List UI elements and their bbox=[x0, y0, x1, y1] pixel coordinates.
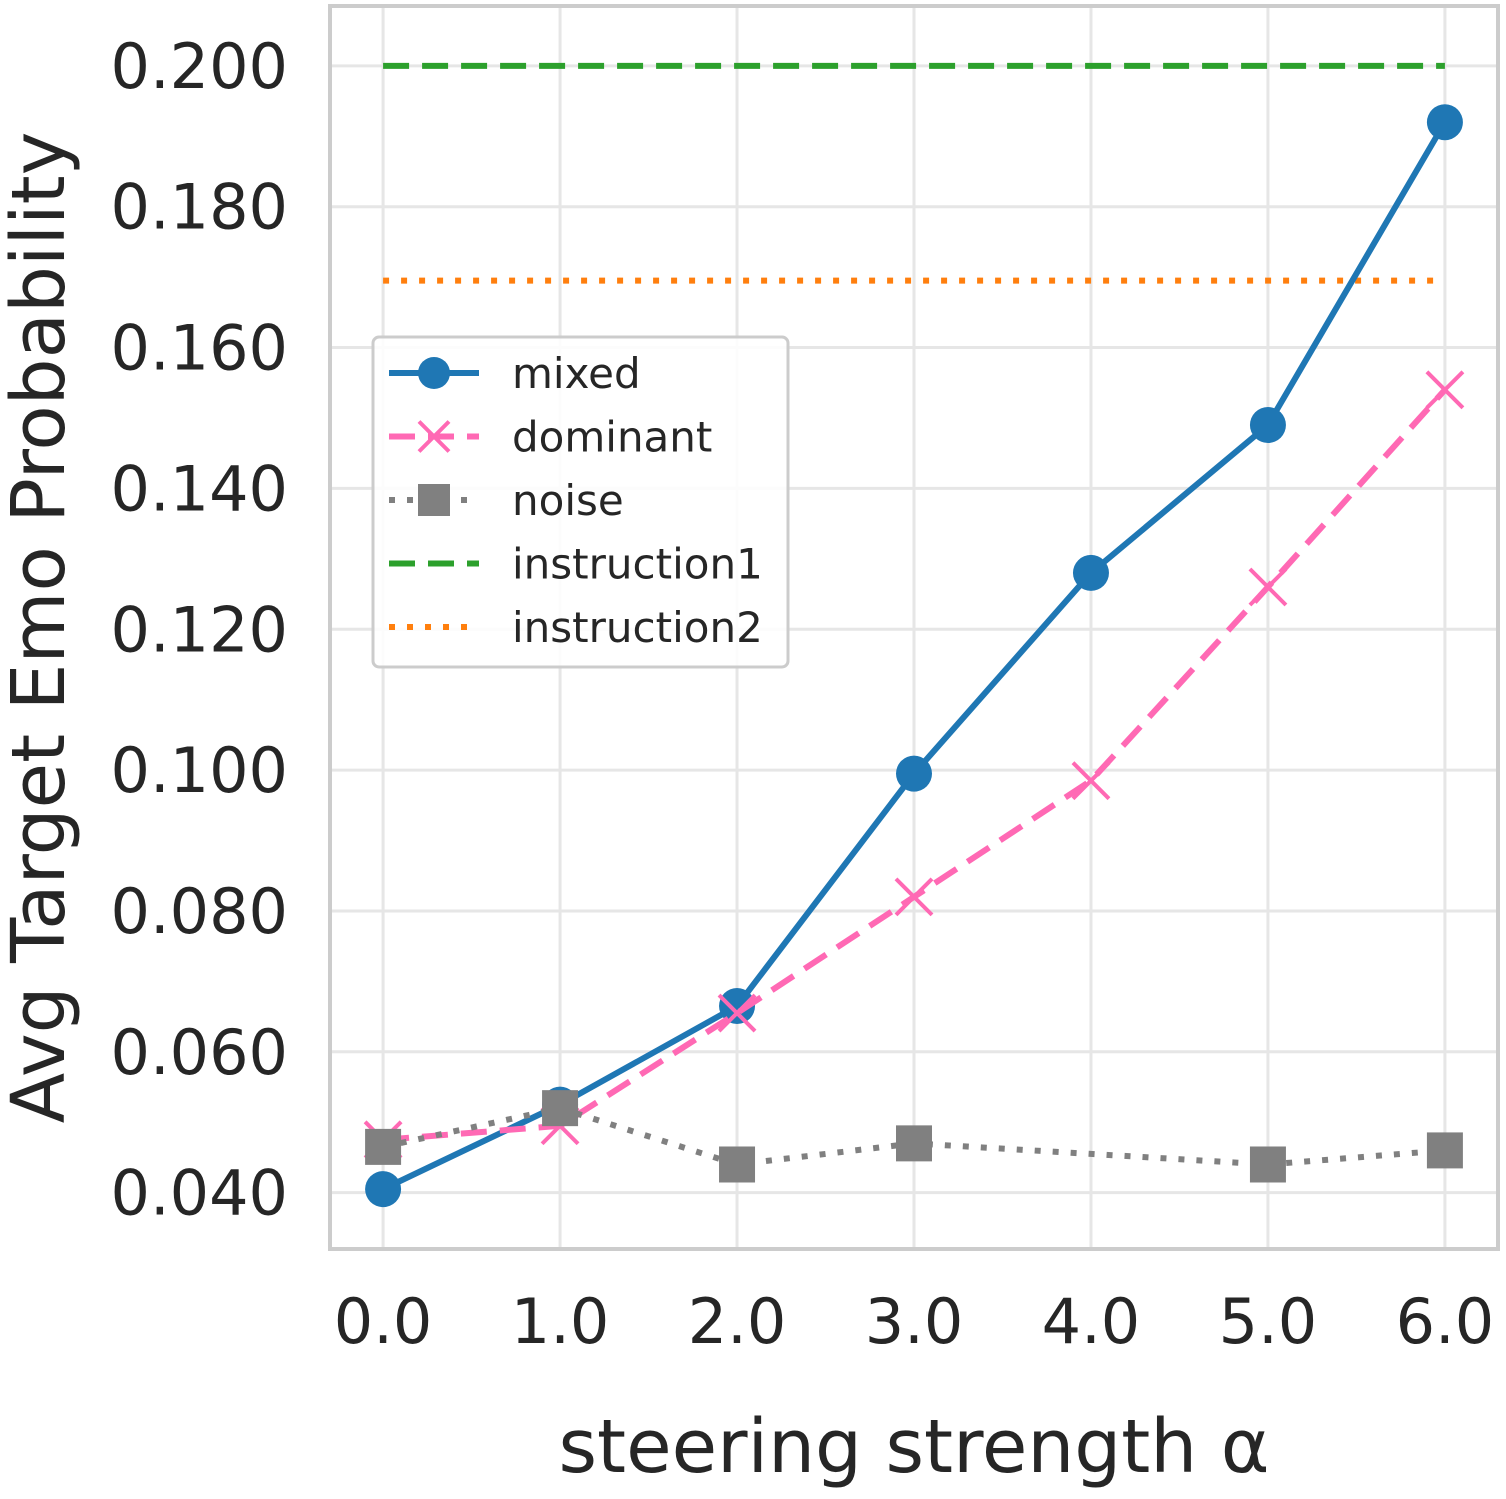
mixed-point bbox=[719, 988, 756, 1025]
y-axis-title: Avg Target Emo Probability bbox=[0, 132, 82, 1124]
tick-labels: 0.040 0.060 0.080 0.100 0.120 0.140 0.160 0.180… bbox=[111, 30, 1495, 1358]
legend-entry-instruction2: instruction2 bbox=[389, 603, 763, 652]
x-tick-label: 6.0 bbox=[1396, 1285, 1495, 1358]
y-tick-label: 0.180 bbox=[111, 171, 289, 244]
legend-label: instruction2 bbox=[512, 603, 763, 652]
legend-label: dominant bbox=[512, 413, 712, 462]
legend-label: noise bbox=[512, 476, 624, 525]
y-tick-label: 0.160 bbox=[111, 312, 289, 385]
legend-entry-mixed: mixed bbox=[389, 349, 641, 398]
y-tick-label: 0.040 bbox=[111, 1157, 289, 1230]
mixed-point bbox=[1249, 407, 1286, 444]
legend-entry-noise: noise bbox=[389, 476, 624, 525]
y-tick-label: 0.080 bbox=[111, 875, 289, 948]
dominant-point bbox=[1071, 761, 1111, 801]
mixed-point bbox=[365, 1171, 402, 1208]
noise-line bbox=[382, 1105, 1446, 1168]
noise-point bbox=[1426, 1132, 1463, 1169]
noise-point bbox=[719, 1146, 756, 1183]
mixed-point bbox=[1072, 554, 1109, 591]
x-tick-label: 1.0 bbox=[511, 1285, 610, 1358]
legend-label: instruction1 bbox=[512, 540, 763, 589]
noise-point bbox=[365, 1128, 402, 1165]
legend-entry-dominant: dominant bbox=[389, 413, 712, 462]
legend-label: mixed bbox=[512, 349, 641, 398]
plot-frame bbox=[328, 4, 1500, 1251]
noise-point bbox=[1249, 1146, 1286, 1183]
noise-point bbox=[896, 1125, 932, 1162]
series-layer bbox=[363, 62, 1465, 1208]
dominant-point bbox=[1248, 567, 1288, 607]
x-tick-label: 5.0 bbox=[1219, 1285, 1318, 1358]
x-tick-label: 3.0 bbox=[865, 1285, 964, 1358]
x-tick-label: 4.0 bbox=[1042, 1285, 1141, 1358]
mixed-point bbox=[418, 357, 450, 389]
x-tick-label: 2.0 bbox=[688, 1285, 787, 1358]
legend: mixed dominant noise instruction1 instructio… bbox=[371, 335, 790, 669]
dominant-point bbox=[717, 993, 757, 1033]
dominant-point bbox=[1425, 370, 1465, 410]
y-tick-label: 0.100 bbox=[111, 734, 289, 807]
y-tick-label: 0.140 bbox=[111, 452, 289, 525]
mixed-point bbox=[1426, 104, 1463, 141]
y-tick-label: 0.060 bbox=[111, 1016, 289, 1089]
dominant-point bbox=[894, 877, 934, 917]
legend-entry-instruction1: instruction1 bbox=[389, 540, 763, 589]
legend-box bbox=[371, 335, 790, 669]
x-tick-label: 0.0 bbox=[334, 1285, 433, 1358]
noise-series bbox=[365, 1090, 1463, 1183]
noise-point bbox=[418, 484, 450, 516]
dominant-point bbox=[417, 420, 451, 453]
mixed-point bbox=[896, 755, 932, 792]
y-tick-label: 0.200 bbox=[111, 30, 289, 103]
y-tick-label: 0.120 bbox=[111, 593, 289, 666]
x-axis-title: steering strength α bbox=[559, 1404, 1270, 1490]
noise-point bbox=[542, 1090, 579, 1127]
